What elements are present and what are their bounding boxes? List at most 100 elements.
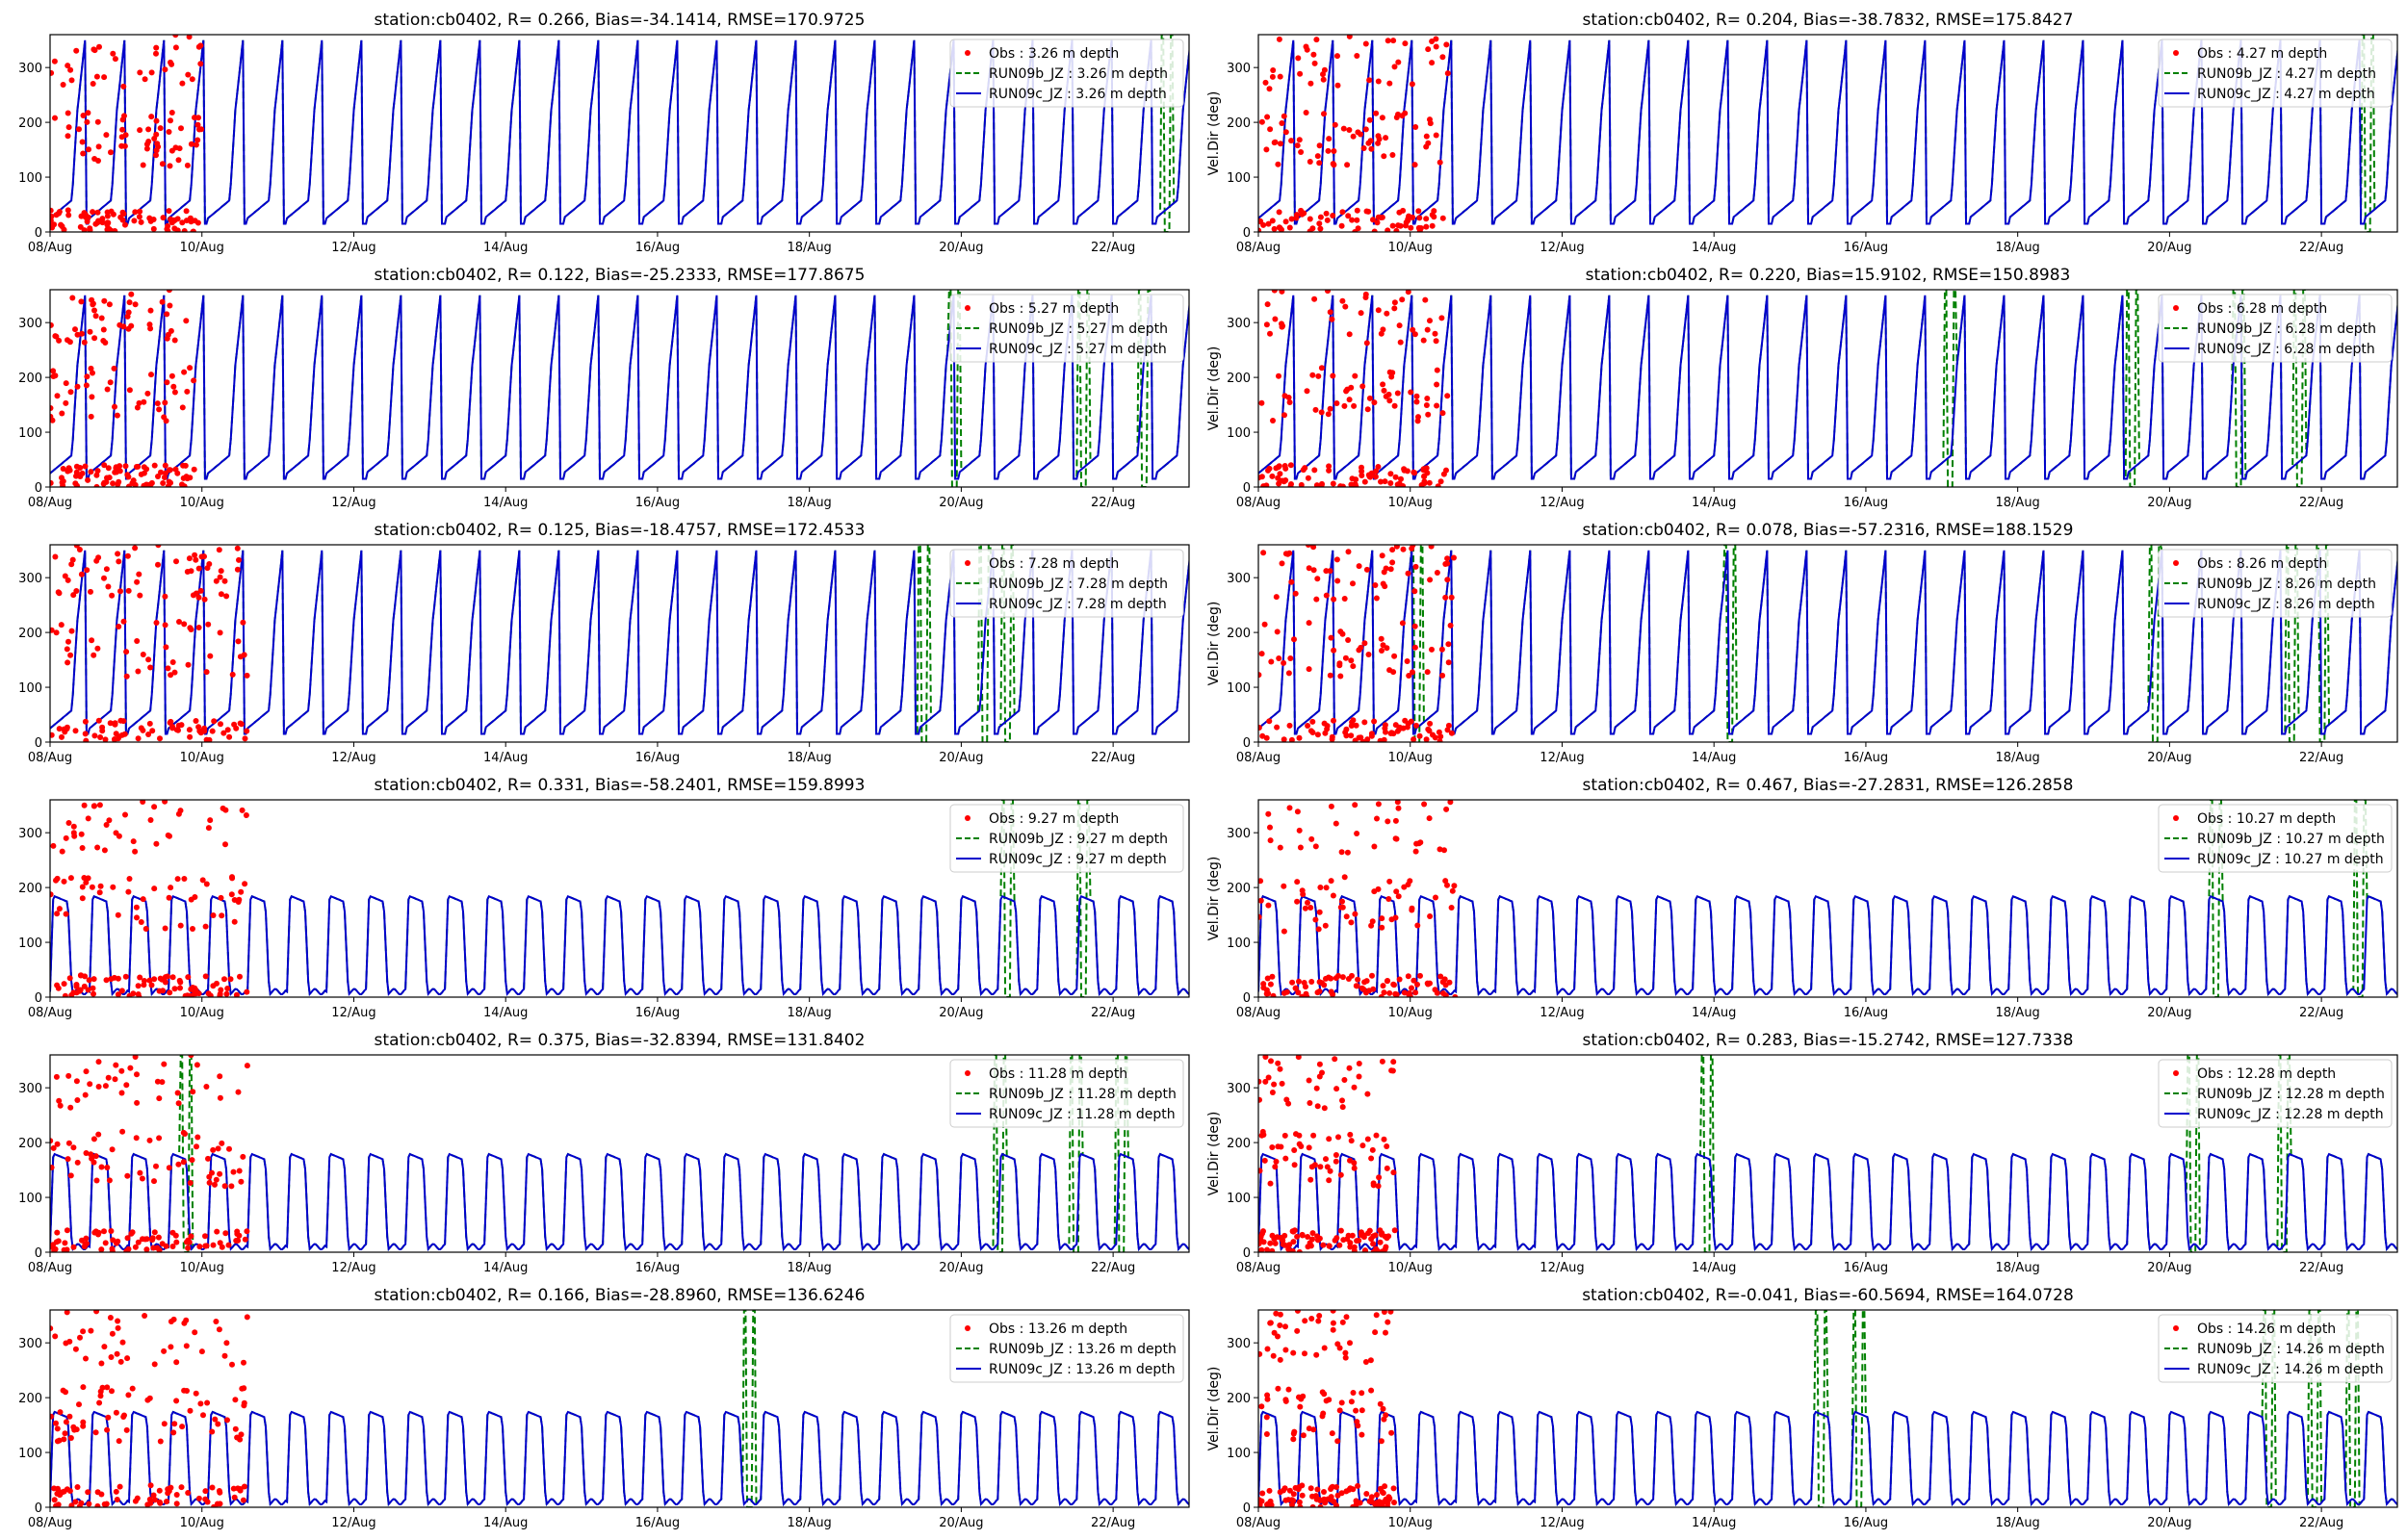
obs-point bbox=[1276, 209, 1282, 216]
obs-point bbox=[53, 333, 60, 340]
obs-point bbox=[1369, 1146, 1376, 1153]
obs-point bbox=[155, 474, 161, 479]
obs-point bbox=[56, 1097, 63, 1104]
obs-point bbox=[1391, 653, 1398, 659]
obs-point bbox=[189, 76, 195, 83]
obs-point bbox=[1277, 73, 1283, 80]
subplot-title: station:cb0402, R= 0.331, Bias=-58.2401,… bbox=[375, 776, 866, 795]
obs-point bbox=[89, 394, 95, 400]
legend-run09b-label: RUN09b_JZ : 12.28 m depth bbox=[2197, 1087, 2385, 1102]
obs-point bbox=[65, 110, 71, 116]
x-tick-label: 12/Aug bbox=[1540, 496, 1584, 510]
obs-point bbox=[1355, 1423, 1361, 1429]
x-tick-label: 18/Aug bbox=[1996, 1006, 2040, 1020]
obs-point bbox=[1276, 36, 1282, 42]
x-tick-label: 10/Aug bbox=[180, 1006, 224, 1020]
obs-point bbox=[108, 1228, 115, 1234]
x-tick-label: 22/Aug bbox=[2299, 1006, 2343, 1020]
obs-point bbox=[1267, 1240, 1274, 1246]
obs-point bbox=[148, 372, 154, 378]
obs-point bbox=[1394, 800, 1401, 806]
obs-point bbox=[68, 1502, 75, 1507]
obs-point bbox=[1269, 218, 1276, 224]
obs-point bbox=[83, 1150, 90, 1156]
obs-point bbox=[95, 717, 102, 724]
y-tick-label: 300 bbox=[1227, 827, 1251, 841]
series-run09c-line bbox=[1258, 1410, 2397, 1507]
obs-point bbox=[1274, 629, 1281, 635]
obs-point bbox=[194, 137, 201, 143]
obs-point bbox=[132, 209, 139, 216]
obs-point bbox=[147, 481, 154, 487]
obs-point bbox=[1306, 1425, 1312, 1432]
obs-point bbox=[124, 1172, 131, 1179]
obs-point bbox=[1347, 1485, 1354, 1492]
obs-point bbox=[1442, 594, 1449, 601]
obs-point bbox=[157, 1438, 164, 1445]
obs-point bbox=[1366, 1227, 1373, 1234]
obs-point bbox=[1267, 1180, 1274, 1187]
x-tick-label: 10/Aug bbox=[1388, 1261, 1433, 1275]
obs-point bbox=[1332, 1056, 1338, 1063]
legend-obs-marker bbox=[965, 50, 971, 56]
subplot-title: station:cb0402, R= 0.467, Bias=-27.2831,… bbox=[1583, 776, 2074, 795]
obs-point bbox=[1381, 1416, 1387, 1423]
obs-point bbox=[188, 1055, 194, 1059]
x-tick-label: 20/Aug bbox=[939, 241, 983, 255]
obs-point bbox=[183, 1343, 190, 1349]
obs-point bbox=[150, 217, 157, 222]
obs-point bbox=[1297, 70, 1304, 77]
obs-point bbox=[112, 736, 117, 742]
obs-point bbox=[1290, 1436, 1297, 1443]
obs-point bbox=[168, 672, 174, 679]
y-tick-label: 200 bbox=[1227, 1392, 1251, 1406]
series-obs-points bbox=[1258, 35, 1451, 232]
legend-box bbox=[949, 549, 1184, 618]
obs-point bbox=[118, 988, 125, 994]
obs-point bbox=[202, 1488, 209, 1495]
subplot-title: station:cb0402, R= 0.166, Bias=-28.8960,… bbox=[375, 1286, 866, 1305]
obs-point bbox=[1277, 1356, 1283, 1363]
legend-run09c-label: RUN09c_JZ : 13.26 m depth bbox=[989, 1362, 1176, 1377]
obs-point bbox=[1368, 145, 1375, 152]
obs-point bbox=[1265, 467, 1271, 474]
obs-point bbox=[1426, 815, 1433, 822]
obs-point bbox=[1411, 736, 1417, 742]
obs-point bbox=[149, 1235, 156, 1242]
obs-point bbox=[1267, 1320, 1274, 1326]
obs-point bbox=[1366, 395, 1373, 401]
obs-point bbox=[1281, 412, 1287, 419]
obs-point bbox=[1440, 990, 1446, 996]
obs-point bbox=[1417, 839, 1424, 846]
obs-point bbox=[1322, 922, 1329, 929]
obs-point bbox=[229, 671, 236, 678]
obs-point bbox=[238, 1178, 245, 1185]
obs-point bbox=[142, 76, 148, 83]
legend-run09c-label: RUN09c_JZ : 11.28 m depth bbox=[989, 1107, 1176, 1122]
obs-point bbox=[1389, 1067, 1396, 1074]
obs-point bbox=[1333, 1086, 1340, 1092]
obs-point bbox=[1261, 1157, 1268, 1164]
obs-point bbox=[94, 1502, 101, 1507]
obs-point bbox=[185, 661, 192, 668]
obs-point bbox=[162, 800, 168, 805]
obs-point bbox=[1383, 1329, 1388, 1336]
obs-point bbox=[1316, 1073, 1323, 1080]
subplot-9: station:cb0402, R= 0.375, Bias=-32.8394,… bbox=[18, 1031, 1190, 1275]
obs-point bbox=[228, 891, 235, 898]
x-tick-label: 14/Aug bbox=[483, 1516, 528, 1530]
obs-point bbox=[1316, 1061, 1323, 1067]
obs-point bbox=[179, 219, 186, 226]
obs-point bbox=[140, 162, 146, 168]
obs-point bbox=[114, 469, 119, 475]
obs-point bbox=[185, 1237, 192, 1244]
obs-point bbox=[117, 588, 123, 595]
obs-point bbox=[97, 883, 104, 889]
obs-point bbox=[1259, 732, 1266, 739]
series-obs-points bbox=[50, 1310, 250, 1507]
obs-point bbox=[242, 735, 248, 742]
obs-point bbox=[1402, 40, 1409, 47]
obs-point bbox=[91, 307, 97, 314]
obs-point bbox=[1376, 1499, 1383, 1505]
